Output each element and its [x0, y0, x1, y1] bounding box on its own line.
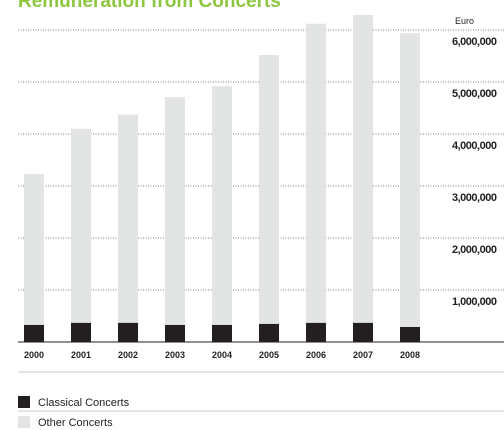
bar-segment — [212, 86, 232, 325]
bar-segment — [71, 322, 91, 342]
bar-segment — [118, 114, 138, 323]
chart-title: Remuneration from Concerts — [18, 0, 281, 12]
bar-segment — [400, 326, 420, 342]
bar-segment — [353, 14, 373, 323]
bar-segment — [24, 174, 44, 325]
x-tick-label: 2001 — [71, 350, 91, 360]
bar-segment — [165, 324, 185, 342]
legend-label: Other Concerts — [38, 417, 113, 429]
y-tick-label: 3,000,000 — [452, 192, 497, 204]
bar-segment — [306, 23, 326, 323]
bar-segment — [118, 322, 138, 342]
bar-segment — [353, 322, 373, 342]
x-tick-label: 2002 — [118, 350, 138, 360]
legend-swatch — [18, 396, 30, 408]
x-tick-label: 2003 — [165, 350, 185, 360]
bar-segment — [165, 97, 185, 325]
bar-segment — [306, 322, 326, 342]
x-tick-label: 2004 — [212, 350, 232, 360]
x-tick-label: 2006 — [306, 350, 326, 360]
unit-label: Euro — [455, 16, 474, 26]
x-tick-label: 2008 — [400, 350, 420, 360]
legend-label: Classical Concerts — [38, 397, 130, 409]
bar-segment — [24, 324, 44, 342]
bar-segment — [400, 33, 420, 327]
y-tick-label: 1,000,000 — [452, 296, 497, 308]
bar-segment — [259, 54, 279, 324]
bar-segment — [71, 128, 91, 323]
bar-segment — [212, 324, 232, 342]
bar-segment — [259, 323, 279, 342]
x-tick-label: 2005 — [259, 350, 279, 360]
y-tick-label: 5,000,000 — [452, 88, 497, 100]
x-tick-label: 2007 — [353, 350, 373, 360]
x-tick-label: 2000 — [24, 350, 44, 360]
y-tick-label: 4,000,000 — [452, 140, 497, 152]
legend-swatch — [18, 416, 30, 428]
y-tick-label: 2,000,000 — [452, 244, 497, 256]
y-tick-label: 6,000,000 — [452, 36, 497, 48]
